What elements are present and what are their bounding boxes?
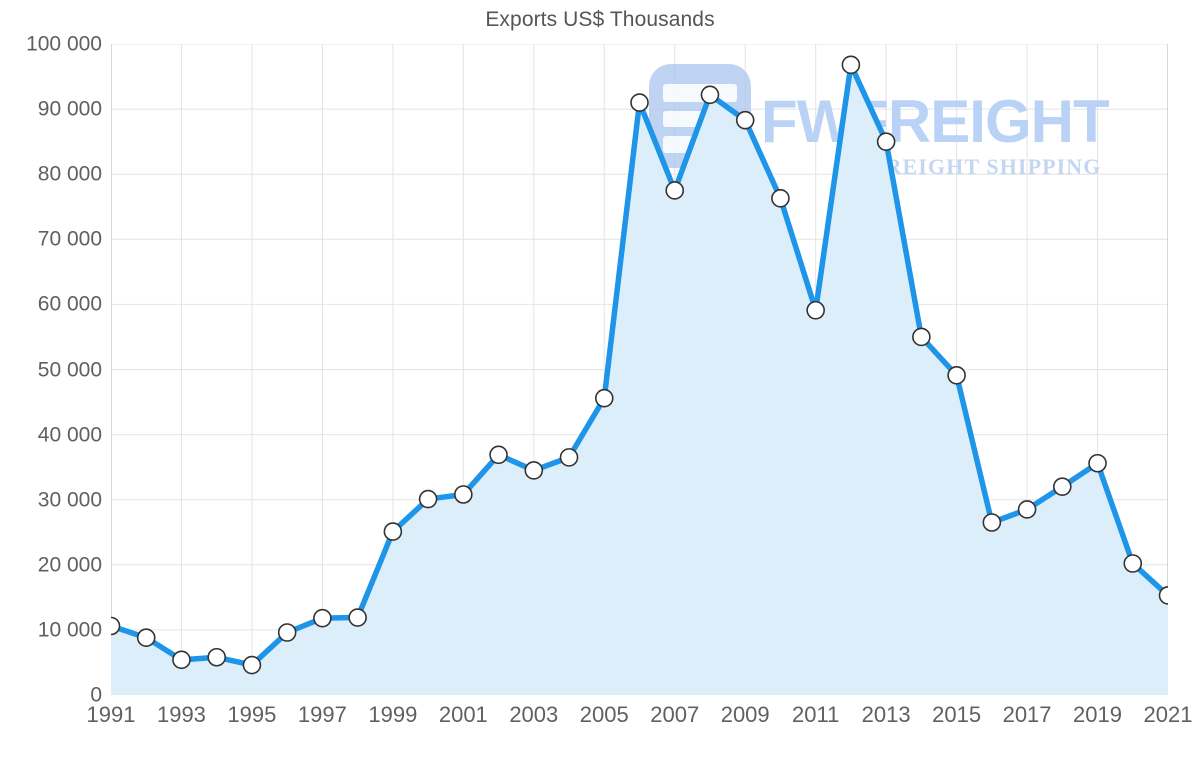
- y-axis-tick-label: 80 000: [37, 162, 102, 186]
- y-axis-tick-label: 100 000: [26, 32, 102, 56]
- x-axis-tick-label: 2001: [438, 702, 488, 727]
- x-axis-tick-label: 1995: [227, 702, 277, 727]
- y-axis-tick-label: 50 000: [37, 358, 102, 381]
- x-axis-tick-label: 1999: [368, 702, 418, 727]
- x-axis-tick-label: 2005: [579, 702, 629, 727]
- x-axis-tick-label: 1991: [86, 702, 136, 727]
- y-axis-tick-label: 0: [90, 683, 102, 707]
- x-axis-tick-label: 2019: [1073, 702, 1123, 727]
- y-axis-tick-label: 40 000: [37, 423, 102, 447]
- x-axis-tick-label: 2009: [720, 702, 770, 727]
- y-axis-tick-label: 30 000: [37, 488, 102, 512]
- x-axis-tick-label: 1993: [156, 702, 206, 727]
- plot-area: FWFREIGHT FREIGHT SHIPPING: [111, 44, 1168, 695]
- y-axis-tick-label: 90 000: [37, 97, 102, 121]
- x-axis-tick-label: 2007: [650, 702, 700, 727]
- x-axis-tick-label: 2013: [861, 702, 911, 727]
- y-axis-tick-label: 10 000: [37, 618, 102, 642]
- y-axis-tick-label: 70 000: [37, 227, 102, 251]
- chart-title: Exports US$ Thousands: [485, 8, 715, 31]
- x-axis-tick-label: 2021: [1143, 702, 1193, 727]
- y-axis-tick-label: 20 000: [37, 553, 102, 577]
- y-axis-tick-label: 60 000: [37, 292, 102, 316]
- x-axis-tick-label: 2017: [1002, 702, 1052, 727]
- x-axis-tick-label: 2011: [792, 702, 840, 727]
- x-axis-tick-label: 2003: [509, 702, 559, 727]
- x-axis-tick-label: 1997: [297, 702, 347, 727]
- chart-series-exports: [111, 55, 1168, 695]
- x-axis-tick-label: 2015: [932, 702, 982, 727]
